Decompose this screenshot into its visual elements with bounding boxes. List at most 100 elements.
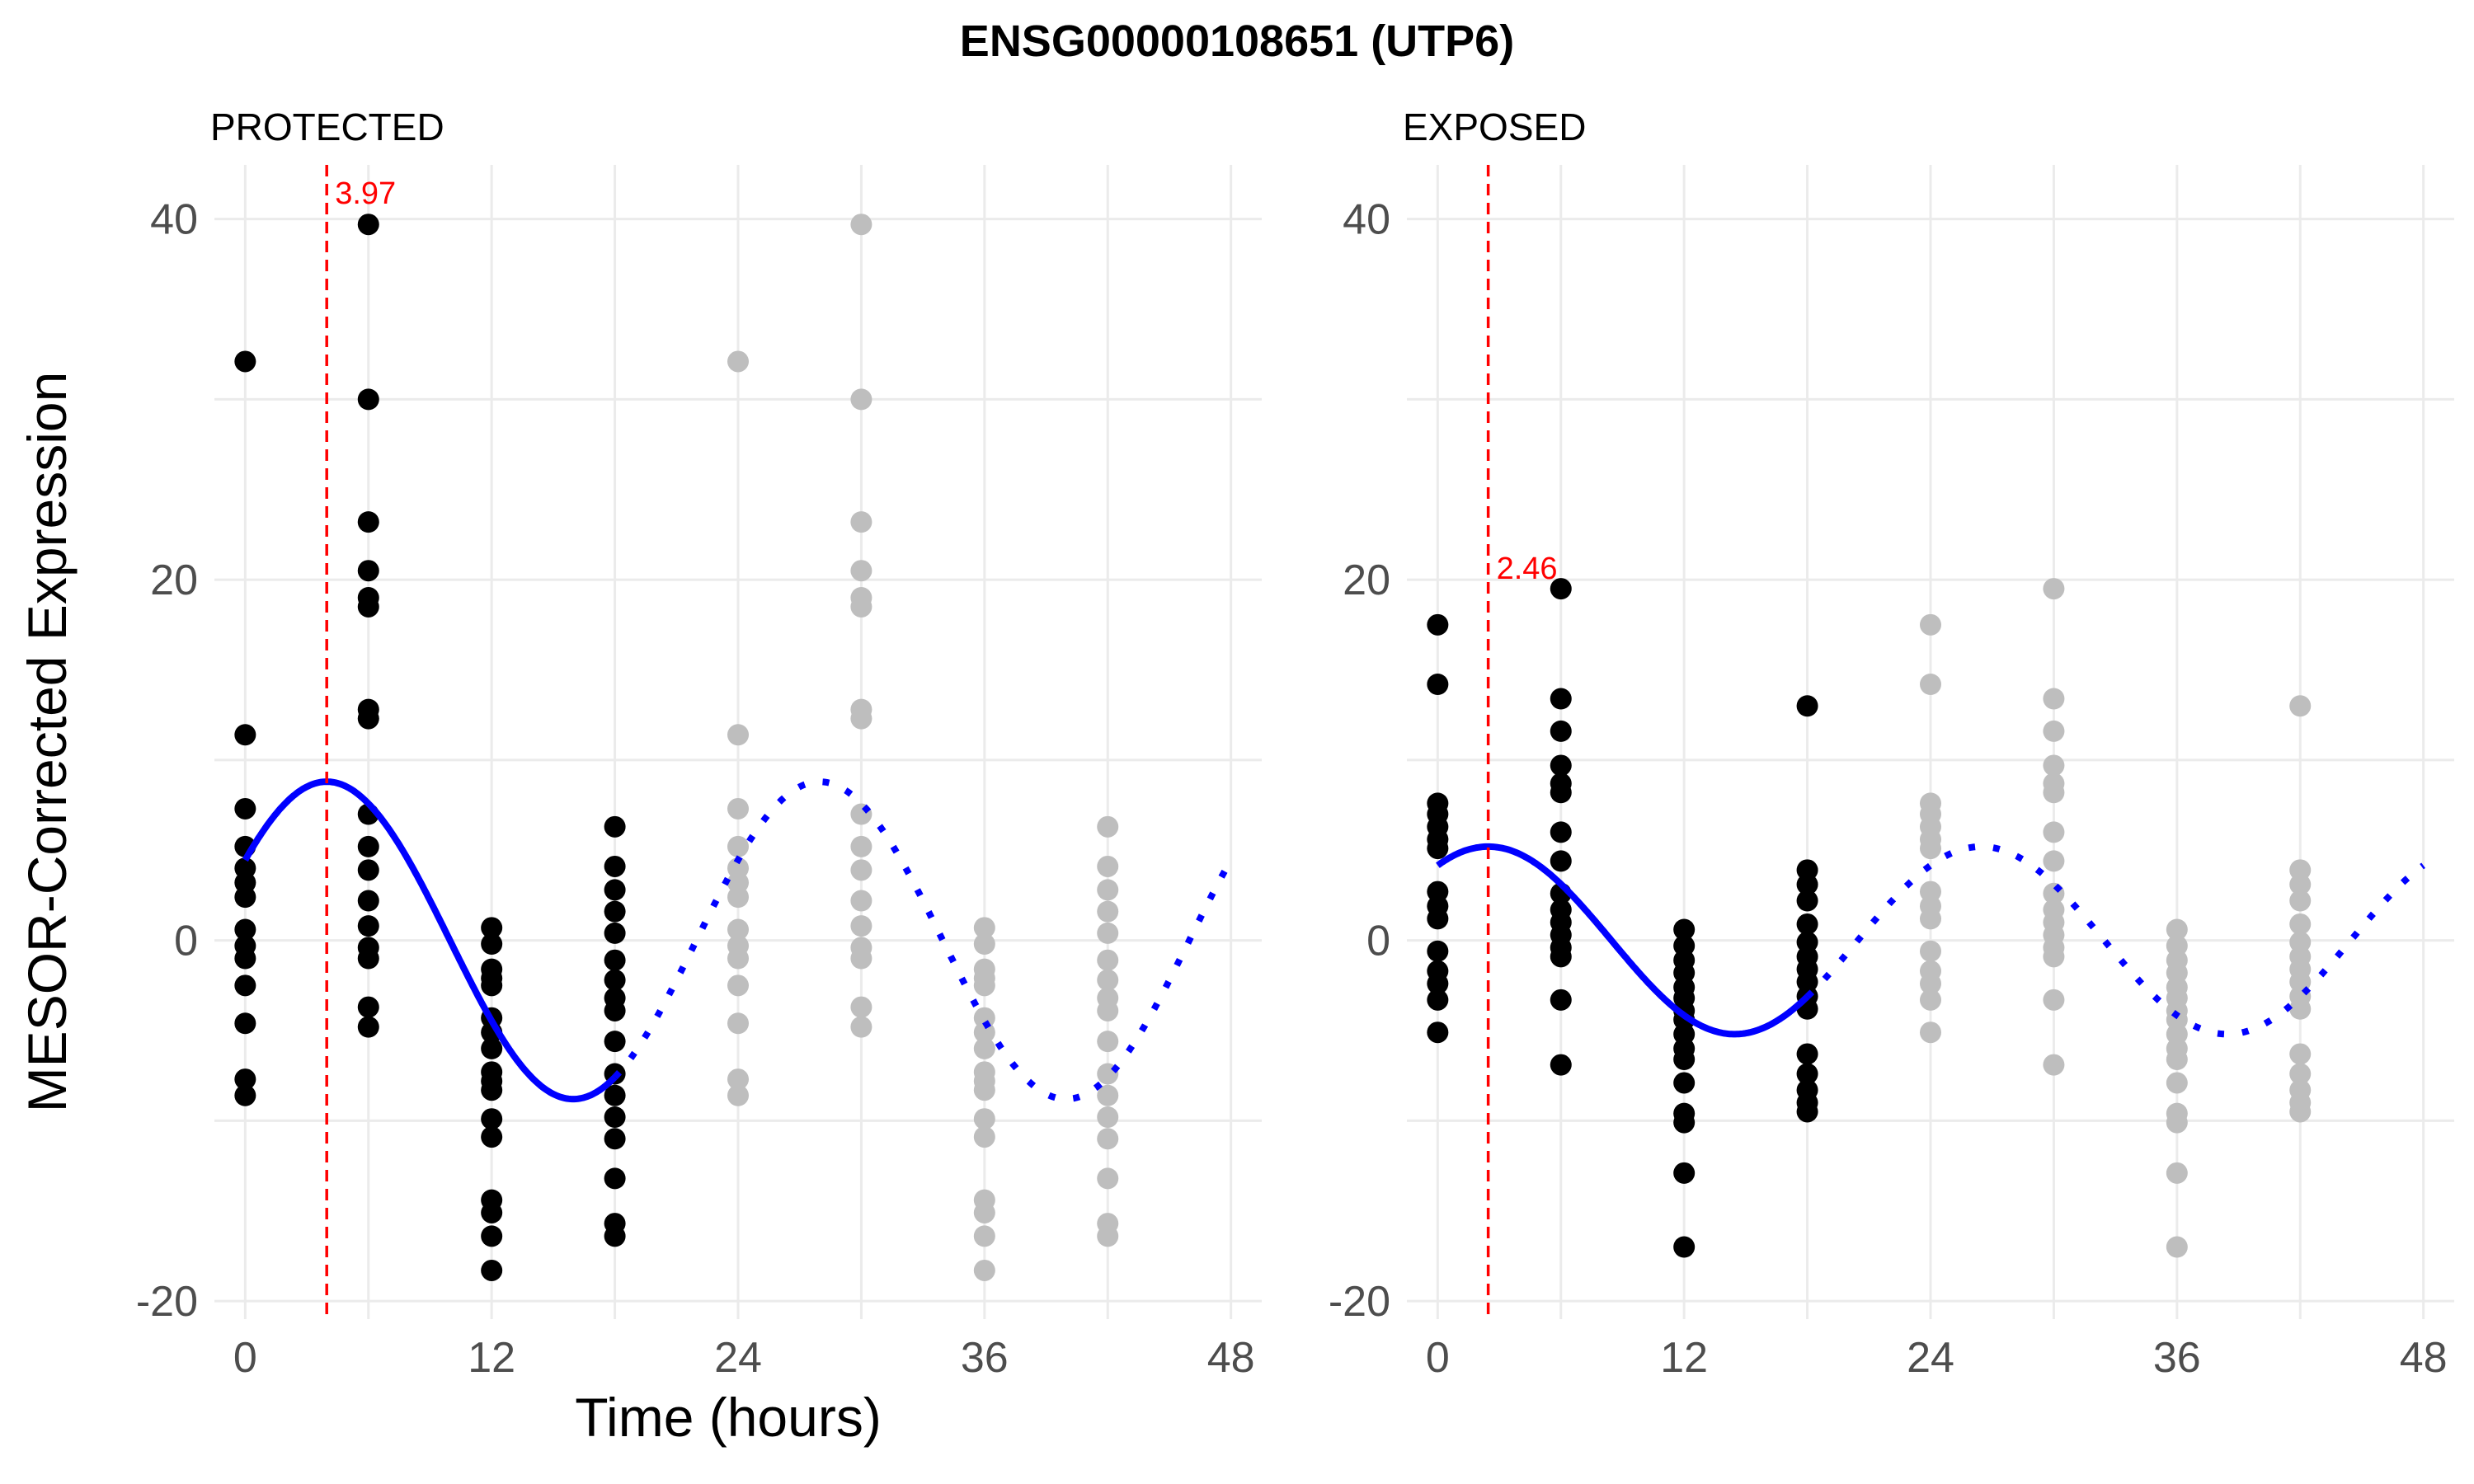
data-point [357, 707, 379, 730]
data-point-replicated [727, 835, 749, 857]
data-point [1427, 989, 1449, 1011]
data-point [1796, 873, 1818, 895]
panel-exposed: EXPOSED 0 12 24 36 48 -20 0 20 40 2.46 [1329, 106, 2454, 1382]
x-tick-label: 12 [1660, 1334, 1708, 1382]
data-point-replicated [1920, 1021, 1941, 1044]
y-tick-label: -20 [136, 1278, 198, 1326]
data-point-replicated [2043, 688, 2065, 710]
data-point [357, 214, 379, 236]
data-point-replicated [2289, 873, 2312, 895]
acrophase-label: 2.46 [1497, 552, 1558, 586]
data-point [357, 1016, 379, 1038]
data-point-replicated [2043, 946, 2065, 968]
x-tick-label: 24 [1907, 1334, 1954, 1382]
fit-curve [1436, 843, 1810, 1038]
data-point-replicated [727, 724, 749, 746]
data-point [604, 1167, 626, 1190]
x-tick-label: 0 [233, 1334, 257, 1382]
data-point [1550, 850, 1572, 872]
x-tick-label: 48 [1207, 1334, 1255, 1382]
data-point [234, 724, 256, 746]
data-point-replicated [973, 933, 995, 955]
data-point [1796, 1063, 1818, 1085]
x-tick-label: 36 [961, 1334, 1009, 1382]
data-point [234, 797, 256, 819]
data-point [481, 1201, 503, 1223]
data-point [1673, 1162, 1696, 1184]
data-point [604, 1031, 626, 1053]
data-point [1796, 695, 1818, 717]
data-point [481, 1037, 503, 1059]
data-point [234, 886, 256, 909]
acrophase-label: 3.97 [335, 176, 396, 211]
x-tick-label: 48 [2400, 1334, 2448, 1382]
data-point [234, 918, 256, 941]
data-point-replicated [2166, 1162, 2188, 1184]
data-point [1550, 720, 1572, 742]
data-point-replicated [973, 974, 995, 997]
data-point-replicated [1097, 855, 1119, 877]
chart-title: ENSG00000108651 (UTP6) [960, 16, 1514, 66]
data-point [1550, 782, 1572, 804]
data-point-replicated [1920, 989, 1941, 1011]
data-point [604, 1128, 626, 1150]
y-tick-label: 0 [1366, 918, 1390, 965]
data-point-replicated [2289, 1043, 2312, 1065]
data-point [481, 1225, 503, 1247]
data-point [1673, 1049, 1696, 1070]
data-point [357, 890, 379, 912]
panel-protected: PROTECTED 0 12 24 36 48 -20 0 20 40 3.97 [136, 106, 1262, 1382]
data-point [1796, 1043, 1818, 1065]
data-point-replicated [1920, 838, 1941, 860]
data-point-replicated [973, 1108, 995, 1130]
panel-label-protected: PROTECTED [210, 106, 444, 148]
data-point-replicated [727, 918, 749, 941]
data-point [1550, 1054, 1572, 1076]
data-point-replicated [850, 707, 872, 730]
data-point-replicated [1920, 940, 1941, 962]
data-point [1427, 674, 1449, 695]
data-point-replicated [727, 350, 749, 373]
data-point-replicated [1097, 1167, 1119, 1190]
data-point-replicated [973, 1225, 995, 1247]
x-axis-title: Time (hours) [575, 1387, 882, 1448]
data-point-replicated [2043, 850, 2065, 872]
y-axis-title: MESOR-Corrected Expression [16, 372, 78, 1113]
x-tick-label: 0 [1426, 1334, 1450, 1382]
data-point [604, 999, 626, 1021]
data-point-replicated [1097, 999, 1119, 1021]
data-point-replicated [850, 915, 872, 937]
data-point [604, 900, 626, 923]
data-point-replicated [2289, 913, 2312, 935]
data-point [357, 511, 379, 533]
data-point-replicated [727, 947, 749, 970]
data-point [234, 1012, 256, 1035]
data-point-replicated [1097, 949, 1119, 971]
data-point-replicated [2043, 1054, 2065, 1076]
data-point [1550, 946, 1572, 968]
data-point-replicated [727, 1084, 749, 1106]
x-tick-label: 12 [468, 1334, 515, 1382]
data-point [604, 949, 626, 971]
data-point-replicated [1097, 879, 1119, 901]
y-tick-label: 20 [1343, 556, 1390, 604]
data-point-replicated [1097, 1031, 1119, 1053]
data-point-replicated [2043, 989, 2065, 1011]
data-point [234, 1084, 256, 1106]
data-point-replicated [1920, 613, 1941, 636]
data-point-replicated [2289, 1063, 2312, 1085]
y-tick-label: 40 [1343, 196, 1390, 244]
data-point-replicated [2289, 695, 2312, 717]
data-point-replicated [850, 803, 872, 825]
data-point-replicated [973, 1126, 995, 1148]
data-point-replicated [850, 511, 872, 533]
data-point-replicated [850, 996, 872, 1018]
data-point [604, 1106, 626, 1128]
data-point-replicated [973, 1201, 995, 1223]
data-point [604, 879, 626, 901]
data-point-replicated [2289, 890, 2312, 912]
data-point [1550, 688, 1572, 710]
data-point [1427, 908, 1449, 930]
data-point [481, 1079, 503, 1101]
data-point-replicated [850, 595, 872, 618]
